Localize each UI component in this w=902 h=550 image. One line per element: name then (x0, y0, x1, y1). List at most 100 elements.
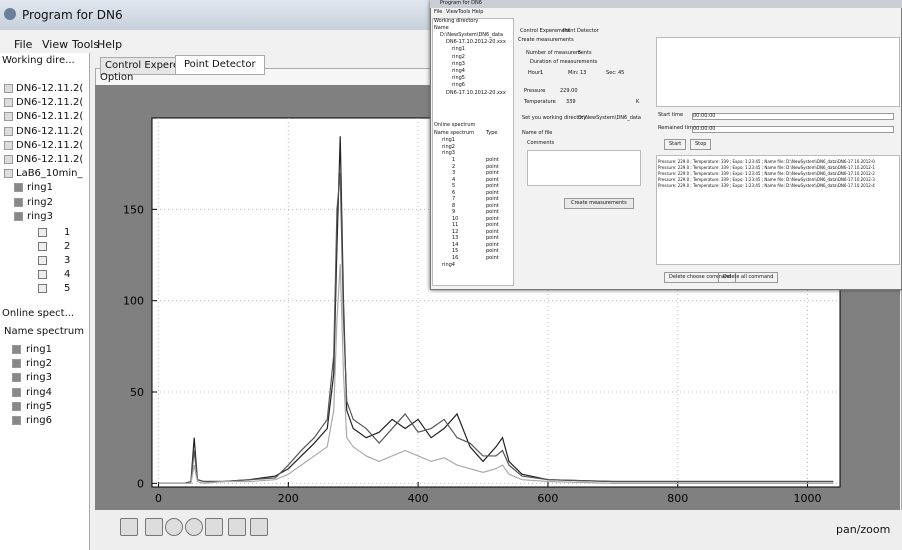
inset-label: Temperature (524, 99, 556, 105)
inset-point: 14 (452, 241, 459, 248)
inset-tree-item[interactable]: ring2 (452, 53, 465, 60)
tree-icon (12, 401, 21, 411)
inset-log-line: Pressure: 229.0 ; Temperature: 339 ; Exp… (658, 159, 875, 164)
tree-item[interactable]: ring5 (26, 400, 52, 412)
inset-tree-item[interactable]: ring3 (442, 150, 455, 156)
inset-menu-item[interactable]: Help (472, 9, 484, 15)
tree-item[interactable]: ring4 (26, 386, 52, 398)
inset-tab[interactable]: Control Experement (520, 28, 571, 34)
tree-item[interactable]: ring1 (27, 182, 53, 194)
inset-tree-item[interactable]: ring4 (442, 262, 455, 268)
tree-child[interactable]: 3 (64, 255, 71, 266)
tool-icon[interactable] (228, 518, 246, 536)
inset-label: Start time (658, 112, 684, 118)
inset-dock-title: Working directory (434, 18, 479, 24)
tree-child[interactable]: 2 (64, 241, 71, 252)
inset-point-type: point (486, 170, 499, 176)
inset-label: Number of measurements (526, 50, 592, 56)
tree-item[interactable]: DN6-12.11.2( (16, 139, 84, 151)
tree-item[interactable]: DN6-12.11.2( (16, 111, 84, 123)
x-tick-label: 200 (278, 492, 299, 505)
inset-log-line: Pressure: 229.0 ; Temperature: 339 ; Exp… (658, 177, 875, 182)
inset-point-type: point (486, 183, 499, 189)
menu-item[interactable]: File (14, 38, 33, 51)
tool-icon[interactable] (165, 518, 183, 536)
inset-point-type: point (486, 163, 499, 170)
tool-icon[interactable] (120, 518, 138, 536)
inset-button[interactable]: Delete choose command (664, 272, 737, 283)
inset-menu-item[interactable]: Tools (458, 9, 471, 15)
tree-icon (14, 183, 23, 193)
tree-icon (4, 84, 13, 93)
inset-menu-item[interactable]: View (446, 9, 458, 15)
inset-button[interactable]: Start (664, 139, 687, 150)
tree-icon (12, 359, 21, 369)
inset-tree-item[interactable]: D:\NewSystem\DN6_data (440, 32, 503, 38)
inset-point: 13 (452, 235, 459, 241)
inset-point-type: point (486, 235, 499, 241)
tree-item[interactable]: ring3 (27, 210, 53, 222)
inset-tree-item[interactable]: ring5 (452, 75, 465, 82)
y-tick-label: 50 (130, 386, 144, 399)
inset-tree-item[interactable]: ring6 (452, 82, 465, 89)
inset-tree-item[interactable]: ring1 (442, 137, 455, 143)
inset-tab[interactable]: Point Detector (563, 28, 599, 34)
menu-item[interactable]: Help (97, 38, 123, 51)
tree-item[interactable]: ring3 (26, 372, 52, 384)
inset-tree-item[interactable]: ring2 (442, 143, 455, 150)
inset-button[interactable]: Delete all command (718, 272, 779, 283)
tree-icon (12, 416, 21, 425)
tree-item[interactable]: ring6 (26, 415, 52, 426)
inset-tree-item[interactable]: ring3 (452, 60, 465, 67)
spectrum-line (158, 172, 834, 484)
inset-tree-item[interactable]: DN6-17.10.2012-20.xxx (446, 89, 506, 96)
inset-value: 5 (578, 50, 582, 56)
tree-icon (14, 211, 23, 221)
tool-icon[interactable] (145, 518, 163, 536)
inset-tree-item[interactable]: DN6-17.10.2012-20.xxx (446, 39, 506, 46)
tab[interactable]: Point Detector (175, 55, 265, 75)
tree-item[interactable]: DN6-12.11.2( (16, 154, 84, 165)
inset-point: 12 (452, 228, 459, 235)
tree-child[interactable]: 5 (64, 283, 71, 294)
inset-point-type: point (486, 209, 499, 215)
tree-item[interactable]: ring2 (26, 358, 52, 370)
inset-label: Create measurements (518, 37, 574, 43)
section-label: Option (100, 72, 134, 83)
tree-item[interactable]: LaB6_10min_ (16, 168, 83, 180)
tree-icon (12, 387, 21, 397)
inset-title-bar (430, 0, 902, 8)
inset-button[interactable]: Create measurements (564, 198, 634, 209)
tree-item[interactable]: DN6-12.11.2( (16, 97, 84, 109)
dock-title: Online spect... (2, 308, 75, 319)
inset-point-type: point (486, 248, 499, 254)
tree-item[interactable]: DN6-12.11.2( (16, 125, 84, 137)
inset-point-type: point (486, 157, 499, 163)
tree-child[interactable]: 4 (64, 269, 71, 280)
inset-label: Pressure (524, 88, 546, 94)
tool-icon[interactable] (250, 518, 268, 536)
inset-value: 339 (566, 99, 576, 105)
inset-value: 1 (540, 70, 544, 76)
tree-item[interactable]: ring2 (27, 196, 53, 208)
tree-child[interactable]: 1 (64, 227, 71, 238)
menu-item[interactable]: Tools (72, 38, 100, 51)
inset-point-type: point (486, 241, 499, 248)
inset-menu-item[interactable]: File (434, 9, 443, 15)
inset-point: 15 (452, 248, 459, 254)
tree-item[interactable]: ring1 (26, 344, 52, 355)
tree-item[interactable]: DN6-12.11.2( (16, 83, 84, 94)
tool-icon[interactable] (185, 518, 203, 536)
inset-button[interactable]: Stop (690, 139, 712, 150)
tool-icon[interactable] (205, 518, 223, 536)
inset-value: 13 (580, 70, 587, 76)
inset-dock-title: Online spectrum (434, 122, 476, 128)
spectrum-line (158, 264, 834, 484)
inset-tree-item[interactable]: ring1 (452, 46, 465, 53)
inset-tree-item[interactable]: ring4 (452, 68, 465, 74)
x-tick-label: 800 (667, 492, 688, 505)
inset-comments-box (527, 150, 641, 186)
menu-item[interactable]: View (42, 38, 69, 51)
checkbox (38, 242, 47, 251)
